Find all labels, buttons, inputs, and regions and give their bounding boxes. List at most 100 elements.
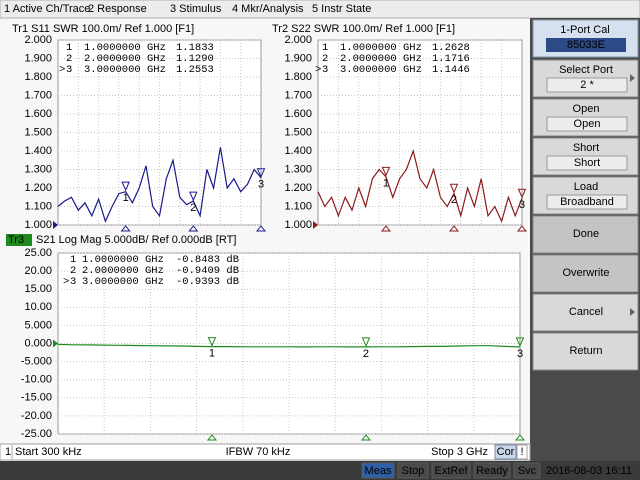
y-tick-label: 20.00: [24, 265, 52, 277]
chart-title: Tr1 S11 SWR 100.0m/ Ref 1.000 [F1]: [12, 23, 194, 35]
marker-flag: [121, 181, 130, 192]
marker-flag: [361, 337, 371, 348]
marker-table-value: 1.1290: [176, 53, 214, 65]
y-tick-label: 2.000: [284, 34, 312, 46]
softkey-value-box: [546, 155, 628, 171]
taskbar-item: Ready: [476, 465, 508, 477]
marker-table-value: 1.2628: [432, 42, 470, 54]
marker-axis-indicator: [206, 434, 218, 441]
y-tick-label: 5.000: [24, 319, 52, 331]
marker-table-name: 3: [70, 276, 76, 288]
y-tick-label: 1.500: [24, 126, 52, 138]
marker-table-name: 2: [70, 265, 76, 277]
trace: [57, 147, 262, 223]
trace-label: Tr3: [8, 234, 24, 246]
marker-table-name: 2: [322, 53, 328, 65]
reference-marker: [53, 339, 58, 348]
y-tick-label: -15.00: [21, 392, 52, 404]
active-marker-prefix: >: [59, 64, 65, 76]
softkey-button: [532, 254, 639, 293]
softkey-value-box: [546, 116, 628, 132]
marker-flag: [449, 183, 459, 194]
trace: [57, 343, 521, 348]
marker-number: 2: [451, 194, 457, 206]
softkey-label: Overwrite: [562, 267, 609, 279]
marker-number: 1: [123, 192, 129, 204]
y-tick-label: 1.800: [284, 71, 312, 83]
y-tick-label: -25.00: [21, 428, 52, 440]
softkey-value-box: [546, 194, 628, 210]
ifbw: IFBW 70 kHz: [226, 446, 291, 458]
chart-title: S21 Log Mag 5.000dB/ Ref 0.000dB [RT]: [36, 234, 236, 246]
menu-bar: [0, 0, 640, 19]
y-tick-label: 25.00: [24, 247, 52, 259]
taskbar-item: ExtRef: [434, 465, 468, 477]
taskbar-item-box: [431, 462, 471, 479]
softkey-value: 2 *: [580, 79, 594, 91]
taskbar-item-box: [513, 462, 541, 479]
marker-table-frequency: 1.0000000 GHz: [340, 42, 422, 54]
marker-table-frequency: 2.0000000 GHz: [82, 265, 164, 277]
marker-axis-indicator: [514, 434, 526, 441]
taskbar: [0, 461, 640, 480]
taskbar-item-box: [361, 462, 395, 479]
y-tick-label: -10.00: [21, 374, 52, 386]
marker-table-name: 2: [66, 53, 72, 65]
cal-kit-box: [546, 38, 626, 52]
y-tick-label: 1.000: [284, 219, 312, 231]
y-tick-label: 1.600: [284, 108, 312, 120]
stop-frequency: Stop 3 GHz: [431, 446, 488, 458]
y-tick-label: 1.300: [24, 163, 52, 175]
y-tick-label: 1.400: [24, 145, 52, 157]
taskbar-item: Svc: [518, 465, 537, 477]
y-tick-label: 1.900: [284, 52, 312, 64]
marker-table-value: 1.1446: [432, 64, 470, 76]
y-tick-label: 1.200: [24, 182, 52, 194]
marker-axis-indicator: [380, 225, 392, 232]
y-tick-label: 1.300: [284, 163, 312, 175]
marker-table-value: -0.8483 dB: [176, 254, 239, 266]
marker-table-name: 1: [322, 42, 328, 54]
marker-number: 2: [190, 202, 196, 214]
menu-item[interactable]: 2 Response: [88, 3, 147, 15]
softkey-button[interactable]: [532, 332, 639, 371]
marker-number: 3: [517, 348, 523, 360]
taskbar-item: Stop: [402, 465, 425, 477]
warning-indicator: !: [520, 446, 523, 458]
submenu-arrow: [630, 308, 635, 316]
marker-table-value: 1.1833: [176, 42, 214, 54]
taskbar-item-box: [473, 462, 511, 479]
menu-item[interactable]: 3 Stimulus: [170, 3, 222, 15]
menu-item[interactable]: 5 Instr State: [312, 3, 371, 15]
marker-axis-indicator: [255, 225, 267, 232]
marker-axis-indicator: [360, 434, 372, 441]
menu-item[interactable]: 4 Mkr/Analysis: [232, 3, 304, 15]
y-tick-label: 15.00: [24, 283, 52, 295]
y-tick-label: 10.00: [24, 301, 52, 313]
softkey-value: Broadband: [560, 196, 614, 208]
y-tick-label: -20.00: [21, 410, 52, 422]
status-bar: [0, 443, 531, 461]
marker-axis-indicator: [188, 225, 199, 232]
marker-table-name: 3: [322, 64, 328, 76]
marker-flag: [189, 191, 198, 202]
trace: [317, 148, 523, 224]
softkey-label: Short: [573, 142, 599, 154]
submenu-arrow: [630, 74, 635, 82]
y-tick-label: 1.700: [284, 89, 312, 101]
cor-indicator: Cor: [497, 446, 515, 458]
marker-flag: [207, 337, 217, 347]
y-tick-label: 0.000: [24, 337, 52, 349]
date-time: 2016-08-03 16:11: [546, 465, 632, 477]
menu-item[interactable]: 1 Active Ch/Trace: [4, 3, 90, 15]
softkey-label: Done: [573, 228, 599, 240]
softkey-button: [532, 215, 639, 254]
marker-axis-indicator: [120, 225, 131, 232]
softkey-button[interactable]: [532, 293, 639, 332]
y-tick-label: 2.000: [24, 34, 52, 46]
marker-table-frequency: 2.0000000 GHz: [340, 53, 422, 65]
marker-table-value: 1.1716: [432, 53, 470, 65]
marker-table-value: 1.2553: [176, 64, 214, 76]
softkey-label: Load: [574, 181, 598, 193]
